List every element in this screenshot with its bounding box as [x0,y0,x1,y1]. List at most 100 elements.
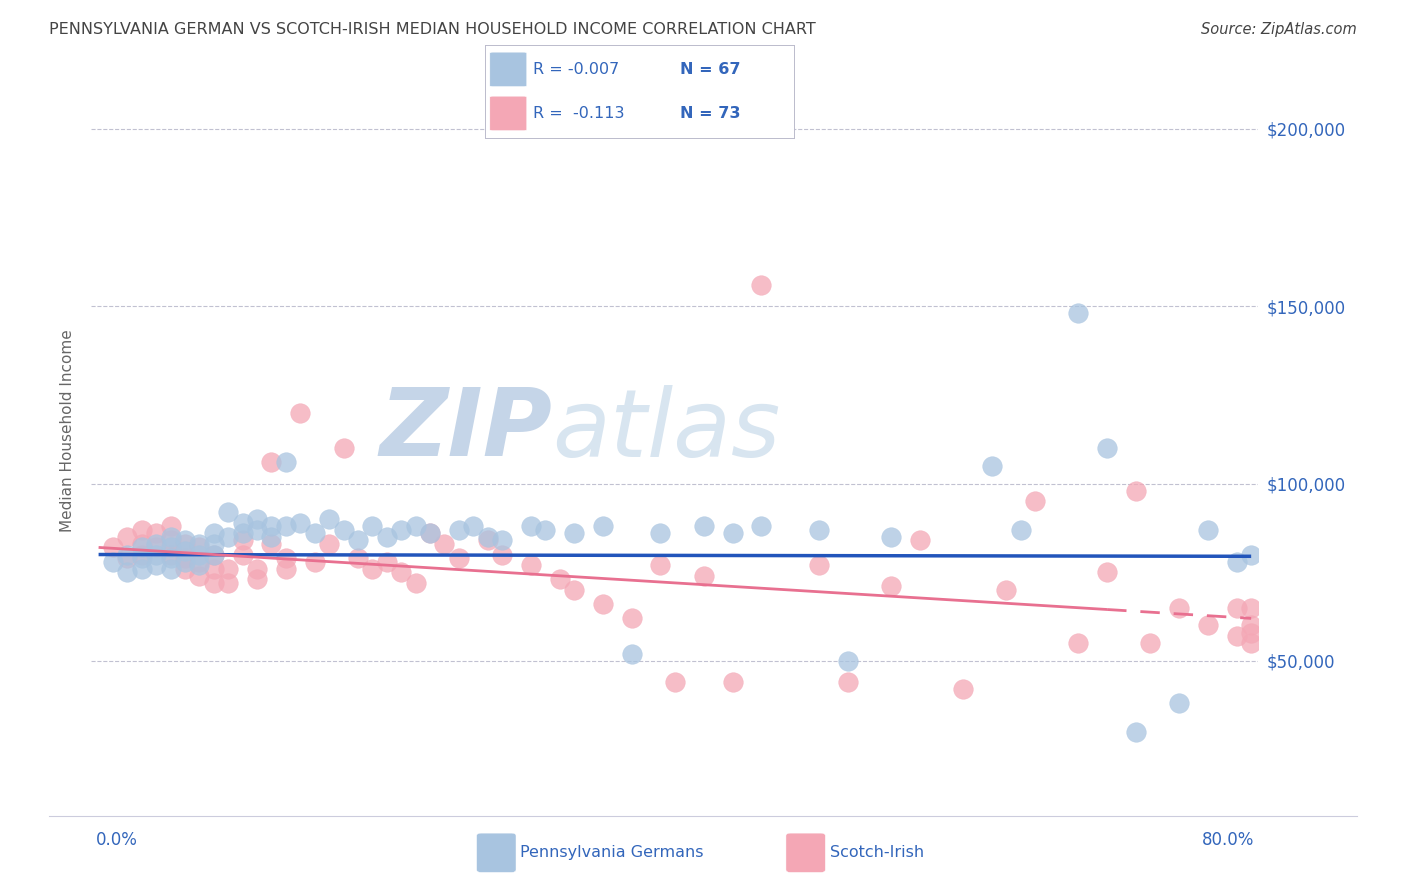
Point [246,573,269,587]
Point [361,519,384,533]
Point [1226,600,1249,615]
Point [837,654,859,668]
Point [1240,618,1263,632]
Point [1240,600,1263,615]
Point [174,537,197,551]
Point [217,505,239,519]
Point [290,516,312,530]
Point [1226,629,1249,643]
Point [807,558,830,573]
Point [174,544,197,558]
Point [274,455,297,469]
Point [447,551,470,566]
Point [837,675,859,690]
Point [260,455,283,469]
Point [232,516,254,530]
Point [159,548,181,562]
Point [562,526,585,541]
Point [1197,523,1219,537]
Point [131,551,153,566]
Point [332,441,354,455]
Point [1168,697,1191,711]
Point [117,566,139,580]
Point [447,523,470,537]
Point [347,551,370,566]
Point [908,533,931,548]
Point [592,519,614,533]
Point [620,611,643,625]
Point [419,526,441,541]
Point [880,530,903,544]
Point [202,575,225,590]
Point [159,530,181,544]
Point [188,548,211,562]
Point [995,582,1018,597]
Point [332,523,354,537]
Text: Pennsylvania Germans: Pennsylvania Germans [520,846,704,860]
Point [1139,636,1161,650]
Point [548,573,571,587]
Text: ZIP: ZIP [380,384,553,476]
FancyBboxPatch shape [489,96,527,131]
Point [534,523,557,537]
Point [202,526,225,541]
Point [188,555,211,569]
Point [1067,306,1090,320]
Point [1240,625,1263,640]
Point [188,537,211,551]
Point [389,566,412,580]
Point [145,548,167,562]
Point [131,548,153,562]
Point [721,675,744,690]
Point [1240,548,1263,562]
Point [721,526,744,541]
Point [131,541,153,555]
Point [274,551,297,566]
Point [202,537,225,551]
Point [650,558,672,573]
Point [174,533,197,548]
Point [318,512,340,526]
Point [749,519,772,533]
Point [246,512,269,526]
Point [463,519,485,533]
Point [260,530,283,544]
Text: atlas: atlas [553,384,780,476]
Point [419,526,441,541]
Point [188,569,211,583]
Point [202,548,225,562]
Point [174,555,197,569]
Point [246,562,269,576]
Point [304,526,326,541]
Point [217,575,239,590]
Point [246,523,269,537]
Point [650,526,672,541]
Point [1095,566,1118,580]
Point [980,458,1002,473]
Point [131,562,153,576]
Text: PENNSYLVANIA GERMAN VS SCOTCH-IRISH MEDIAN HOUSEHOLD INCOME CORRELATION CHART: PENNSYLVANIA GERMAN VS SCOTCH-IRISH MEDI… [49,22,815,37]
Point [375,530,398,544]
Text: R = -0.007: R = -0.007 [533,62,619,77]
Text: 0.0%: 0.0% [96,831,138,849]
Point [145,558,167,573]
Point [433,537,456,551]
Point [232,548,254,562]
Point [101,555,124,569]
Point [562,582,585,597]
Point [260,537,283,551]
Point [131,537,153,551]
Point [1125,483,1147,498]
Point [159,519,181,533]
Point [260,519,283,533]
Point [145,537,167,551]
Point [159,551,181,566]
Point [304,555,326,569]
Point [131,523,153,537]
Point [145,541,167,555]
FancyBboxPatch shape [489,52,527,87]
Point [318,537,340,551]
Point [202,548,225,562]
Point [101,541,124,555]
Point [217,530,239,544]
